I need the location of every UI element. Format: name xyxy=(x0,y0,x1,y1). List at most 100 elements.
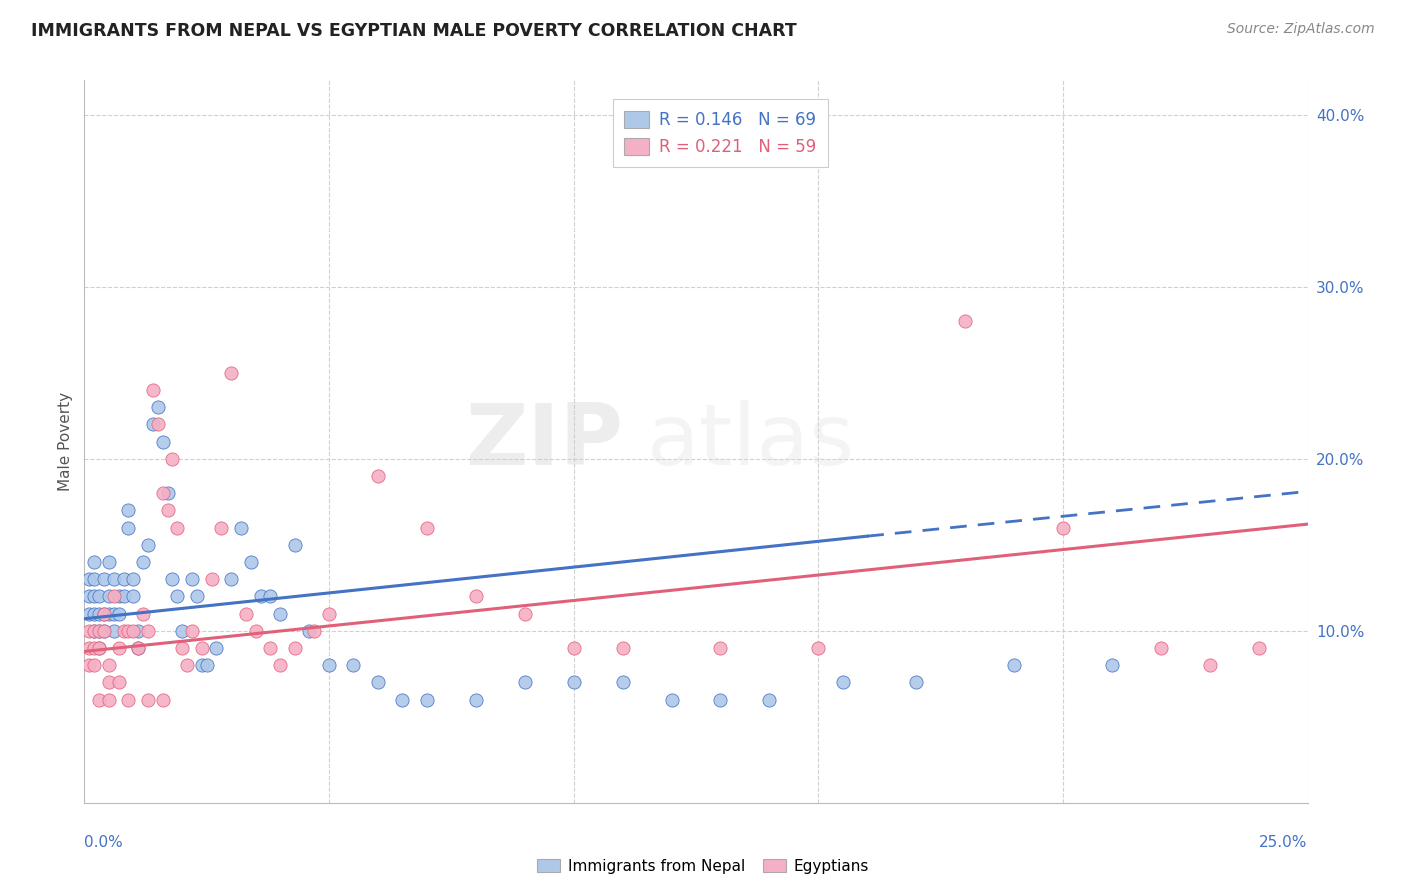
Point xyxy=(186,590,208,604)
Point xyxy=(245,624,267,638)
Point xyxy=(103,590,125,604)
Point xyxy=(77,607,100,621)
Point xyxy=(127,640,149,655)
Text: 0.0%: 0.0% xyxy=(84,835,124,850)
Point xyxy=(87,590,110,604)
Point xyxy=(367,675,389,690)
Point xyxy=(83,658,105,673)
Point xyxy=(136,538,159,552)
Point xyxy=(318,658,340,673)
Point xyxy=(127,640,149,655)
Point xyxy=(97,658,120,673)
Point xyxy=(97,590,120,604)
Point xyxy=(136,624,159,638)
Point xyxy=(661,692,683,706)
Point xyxy=(1150,640,1173,655)
Point xyxy=(112,572,135,586)
Point xyxy=(195,658,218,673)
Point xyxy=(166,590,188,604)
Text: atlas: atlas xyxy=(647,400,855,483)
Point xyxy=(709,640,731,655)
Point xyxy=(103,624,125,638)
Point xyxy=(709,692,731,706)
Point xyxy=(284,640,307,655)
Point xyxy=(513,607,536,621)
Point xyxy=(117,503,139,517)
Point xyxy=(87,692,110,706)
Point xyxy=(172,640,194,655)
Point xyxy=(562,640,585,655)
Point xyxy=(219,366,242,380)
Point xyxy=(97,607,120,621)
Point xyxy=(342,658,364,673)
Point xyxy=(181,572,204,586)
Point xyxy=(77,624,100,638)
Point xyxy=(172,624,194,638)
Point xyxy=(831,675,853,690)
Text: ZIP: ZIP xyxy=(465,400,623,483)
Point xyxy=(77,640,100,655)
Point xyxy=(77,590,100,604)
Point xyxy=(117,520,139,534)
Point xyxy=(191,658,214,673)
Point xyxy=(612,675,634,690)
Point xyxy=(122,590,145,604)
Legend: R = 0.146   N = 69, R = 0.221   N = 59: R = 0.146 N = 69, R = 0.221 N = 59 xyxy=(613,99,828,168)
Point xyxy=(112,624,135,638)
Point xyxy=(107,640,129,655)
Point xyxy=(1052,520,1074,534)
Point xyxy=(905,675,928,690)
Point xyxy=(181,624,204,638)
Point xyxy=(146,417,169,432)
Point xyxy=(1198,658,1220,673)
Text: 25.0%: 25.0% xyxy=(1260,835,1308,850)
Point xyxy=(93,624,115,638)
Point xyxy=(367,469,389,483)
Point xyxy=(1101,658,1123,673)
Point xyxy=(162,451,184,466)
Point xyxy=(122,624,145,638)
Text: Source: ZipAtlas.com: Source: ZipAtlas.com xyxy=(1227,22,1375,37)
Point xyxy=(298,624,321,638)
Point xyxy=(87,624,110,638)
Point xyxy=(112,590,135,604)
Point xyxy=(93,572,115,586)
Point xyxy=(117,692,139,706)
Point xyxy=(97,555,120,569)
Point xyxy=(219,572,242,586)
Point xyxy=(93,624,115,638)
Point xyxy=(83,624,105,638)
Point xyxy=(464,692,486,706)
Point xyxy=(103,607,125,621)
Point xyxy=(77,658,100,673)
Point xyxy=(1247,640,1270,655)
Point xyxy=(513,675,536,690)
Point xyxy=(156,503,179,517)
Point xyxy=(127,624,149,638)
Point xyxy=(259,590,281,604)
Point xyxy=(156,486,179,500)
Point xyxy=(269,607,291,621)
Point xyxy=(83,555,105,569)
Point xyxy=(259,640,281,655)
Y-axis label: Male Poverty: Male Poverty xyxy=(58,392,73,491)
Point xyxy=(562,675,585,690)
Point xyxy=(152,486,174,500)
Text: IMMIGRANTS FROM NEPAL VS EGYPTIAN MALE POVERTY CORRELATION CHART: IMMIGRANTS FROM NEPAL VS EGYPTIAN MALE P… xyxy=(31,22,797,40)
Point xyxy=(391,692,413,706)
Point xyxy=(97,692,120,706)
Point xyxy=(136,692,159,706)
Point xyxy=(200,572,222,586)
Point xyxy=(83,590,105,604)
Point xyxy=(284,538,307,552)
Point xyxy=(83,607,105,621)
Point xyxy=(87,607,110,621)
Point xyxy=(953,314,976,328)
Point xyxy=(152,434,174,449)
Point xyxy=(83,572,105,586)
Point xyxy=(142,383,165,397)
Point xyxy=(107,590,129,604)
Point xyxy=(122,572,145,586)
Point xyxy=(318,607,340,621)
Point xyxy=(758,692,780,706)
